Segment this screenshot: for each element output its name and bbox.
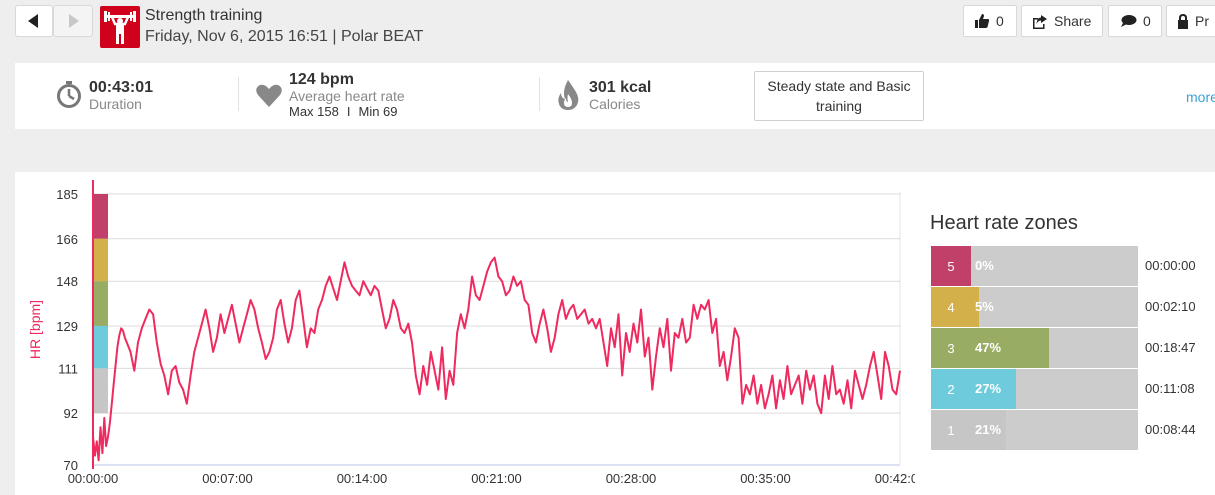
y-tick-label: 129 bbox=[56, 319, 78, 334]
zones-title: Heart rate zones bbox=[930, 212, 1078, 234]
chevron-right-icon bbox=[69, 14, 79, 28]
zone-time: 00:08:44 bbox=[1145, 422, 1196, 437]
zone-row-1: 1 21% 00:08:44 bbox=[931, 410, 1201, 450]
zone-band bbox=[93, 194, 108, 239]
x-tick-label: 00:00:00 bbox=[68, 471, 119, 486]
zone-bar-fill bbox=[971, 410, 1007, 450]
hr-chart: 185 166 148 129 111 92 70 HR [bpm] 00:00:00 00:07… bbox=[27, 180, 915, 486]
zone-band bbox=[93, 368, 108, 414]
lock-icon bbox=[1178, 13, 1188, 29]
share-icon bbox=[1033, 14, 1047, 29]
zone-band bbox=[93, 281, 108, 326]
activity-subtitle: Friday, Nov 6, 2015 16:51 | Polar BEAT bbox=[145, 28, 424, 45]
y-axis-label: HR [bpm] bbox=[27, 300, 43, 359]
hr-min: Min 69 bbox=[358, 104, 398, 119]
zone-percent: 0% bbox=[975, 258, 994, 273]
calories-label: Calories bbox=[589, 96, 641, 112]
calories-value: 301 kcal bbox=[589, 79, 652, 96]
zone-bar-fill bbox=[971, 287, 980, 327]
chevron-left-icon bbox=[28, 14, 38, 28]
zone-row-5: 5 0% 00:00:00 bbox=[931, 246, 1201, 286]
share-label: Share bbox=[1054, 13, 1092, 29]
divider bbox=[539, 77, 540, 111]
zone-number: 4 bbox=[931, 287, 971, 327]
heart-icon bbox=[256, 84, 282, 107]
zone-bar-track: 27% bbox=[971, 369, 1138, 409]
hr-separator: I bbox=[346, 104, 351, 119]
privacy-button[interactable]: Pr bbox=[1166, 5, 1215, 37]
x-tick-label: 00:21:00 bbox=[471, 471, 522, 486]
zone-percent: 27% bbox=[975, 381, 1002, 396]
y-tick-label: 148 bbox=[56, 274, 78, 289]
stopwatch-icon bbox=[57, 81, 81, 108]
x-tick-label: 00:28:00 bbox=[606, 471, 657, 486]
thumbs-up-icon bbox=[975, 14, 990, 28]
zone-bar-fill bbox=[971, 369, 1017, 409]
zone-time: 00:18:47 bbox=[1145, 340, 1196, 355]
x-tick-label: 00:42:00 bbox=[875, 471, 915, 486]
zone-percent: 5% bbox=[975, 299, 994, 314]
next-button[interactable] bbox=[53, 5, 93, 37]
hr-max: Max 158 bbox=[289, 104, 339, 119]
zone-bar-track: 47% bbox=[971, 328, 1138, 368]
y-tick-label: 70 bbox=[64, 458, 78, 473]
like-count: 0 bbox=[996, 13, 1004, 29]
zone-bar-fill bbox=[971, 328, 1050, 368]
zone-time: 00:00:00 bbox=[1145, 258, 1196, 273]
privacy-label: Pr bbox=[1195, 13, 1209, 29]
zone-bar-track: 0% bbox=[971, 246, 1138, 286]
divider bbox=[238, 77, 239, 111]
activity-title: Strength training bbox=[145, 7, 263, 24]
comment-icon bbox=[1121, 15, 1137, 27]
zone-number: 2 bbox=[931, 369, 971, 409]
duration-label: Duration bbox=[89, 96, 142, 112]
zone-number: 1 bbox=[931, 410, 971, 450]
zone-number: 5 bbox=[931, 246, 971, 286]
strength-training-icon bbox=[100, 6, 140, 48]
hr-series-line bbox=[92, 256, 901, 462]
zone-number: 3 bbox=[931, 328, 971, 368]
zone-percent: 47% bbox=[975, 340, 1002, 355]
zone-time: 00:11:08 bbox=[1145, 381, 1195, 396]
zone-bar-track: 21% bbox=[971, 410, 1138, 450]
zone-bar-track: 5% bbox=[971, 287, 1138, 327]
hr-max-min: Max 158 I Min 69 bbox=[289, 104, 398, 119]
comment-button[interactable]: 0 bbox=[1108, 5, 1162, 37]
zone-row-2: 2 27% 00:11:08 bbox=[931, 369, 1201, 409]
y-tick-label: 185 bbox=[56, 187, 78, 202]
average-hr-value: 124 bpm bbox=[289, 71, 354, 88]
zone-band bbox=[93, 325, 108, 369]
zone-time: 00:02:10 bbox=[1145, 299, 1196, 314]
zone-row-3: 3 47% 00:18:47 bbox=[931, 328, 1201, 368]
zone-percent: 21% bbox=[975, 422, 1002, 437]
y-tick-label: 166 bbox=[56, 232, 78, 247]
summary-bar: 00:43:01 Duration 124 bpm Average heart … bbox=[15, 63, 1215, 129]
like-button[interactable]: 0 bbox=[963, 5, 1017, 37]
average-hr-label: Average heart rate bbox=[289, 88, 405, 104]
y-tick-label: 111 bbox=[58, 361, 78, 376]
training-benefit-button[interactable]: Steady state and Basic training bbox=[754, 71, 924, 121]
duration-value: 00:43:01 bbox=[89, 79, 154, 96]
comment-count: 0 bbox=[1143, 13, 1151, 29]
zone-row-4: 4 5% 00:02:10 bbox=[931, 287, 1201, 327]
flame-icon bbox=[558, 80, 579, 110]
more-link[interactable]: more bbox=[1186, 89, 1215, 105]
x-tick-label: 00:35:00 bbox=[740, 471, 791, 486]
previous-button[interactable] bbox=[15, 5, 53, 37]
share-button[interactable]: Share bbox=[1021, 5, 1103, 37]
y-tick-label: 92 bbox=[64, 406, 78, 421]
x-tick-label: 00:07:00 bbox=[202, 471, 253, 486]
zone-band bbox=[93, 238, 108, 282]
x-tick-label: 00:14:00 bbox=[337, 471, 388, 486]
